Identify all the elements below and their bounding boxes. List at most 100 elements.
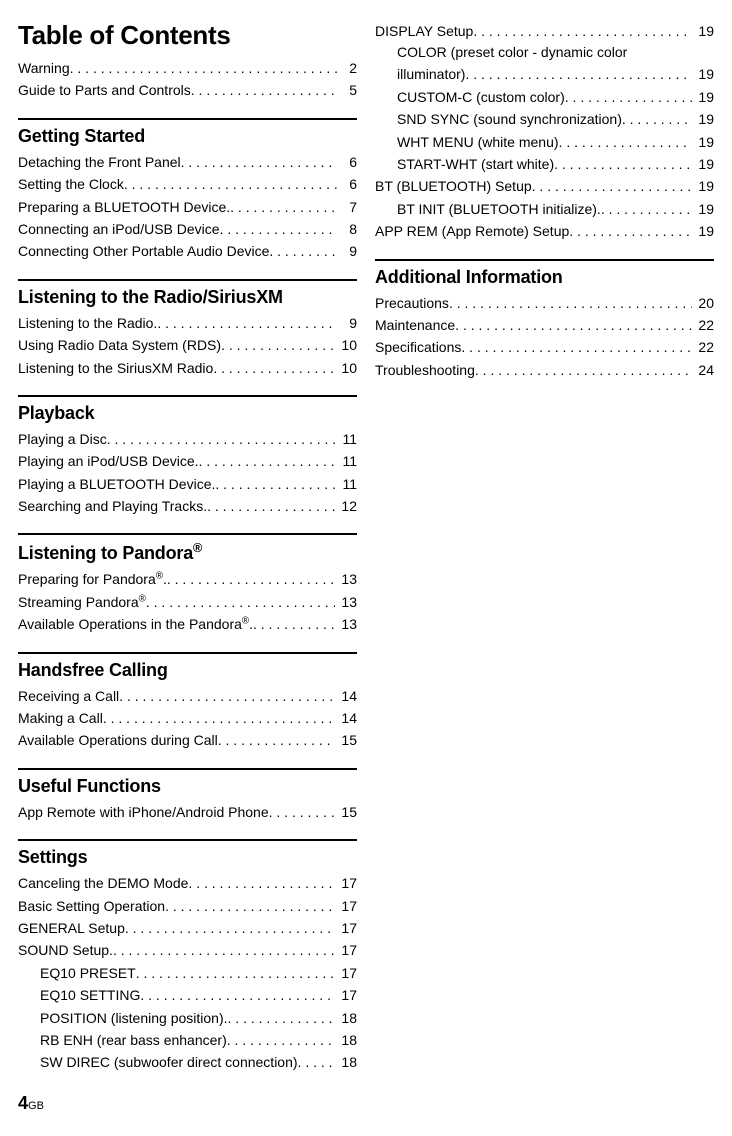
toc-page: 2 [337,57,357,79]
toc-page: 13 [335,568,357,590]
section-divider [18,279,357,281]
toc-page: 18 [335,1007,357,1029]
toc-dots [554,153,692,175]
toc-page: 17 [335,984,357,1006]
toc-entry: Making a Call14 [18,707,357,729]
toc-page: 17 [335,917,357,939]
toc-dots [298,1051,336,1073]
toc-entry-label: App Remote with iPhone/Android Phone [18,801,269,823]
toc-entry-label: RB ENH (rear bass enhancer) [40,1029,227,1051]
toc-entry: Detaching the Front Panel6 [18,151,357,173]
toc-page: 17 [335,939,357,961]
toc-dots [119,685,335,707]
toc-dots [449,292,692,314]
toc-page: 19 [692,86,714,108]
toc-entry-label: EQ10 PRESET [40,962,136,984]
intro-entries: Warning 2 Guide to Parts and Controls 5 [18,57,357,102]
toc-page: 5 [337,79,357,101]
toc-entry-label: Available Operations in the Pandora®. [18,613,253,635]
toc-page: 17 [335,872,357,894]
toc-page: 22 [692,336,714,358]
toc-entry: EQ10 PRESET 17 [18,962,357,984]
toc-page: 6 [337,151,357,173]
toc-entry-label: DISPLAY Setup [375,20,473,42]
toc-entry-label: Specifications [375,336,461,358]
toc-dots [220,218,337,240]
toc-page: 19 [692,153,714,175]
toc-entry: Connecting an iPod/USB Device8 [18,218,357,240]
toc-entry: COLOR (preset color - dynamic colorillum… [375,42,714,85]
toc-entry: BT INIT (BLUETOOTH initialize).19 [375,198,714,220]
toc-entry-label: POSITION (listening position). [40,1007,228,1029]
toc-dots [215,473,336,495]
col2-sections: Additional InformationPrecautions20Maint… [375,259,714,382]
section-heading: Handsfree Calling [18,660,357,681]
toc-entry: Receiving a Call 14 [18,685,357,707]
toc-entry: GENERAL Setup17 [18,917,357,939]
toc-entry: BT (BLUETOOTH) Setup19 [375,175,714,197]
toc-dots [191,79,337,101]
toc-dots [103,707,336,729]
toc-entry-label: Making a Call [18,707,103,729]
toc-page: 9 [337,312,357,334]
page: Table of Contents Warning 2 Guide to Parts… [0,0,732,1136]
toc-dots [565,86,693,108]
toc-entry: Basic Setting Operation17 [18,895,357,917]
column-left: Table of Contents Warning 2 Guide to Parts… [18,20,357,1074]
section-divider [18,533,357,535]
toc-entry: Maintenance22 [375,314,714,336]
section-divider [375,259,714,261]
section-divider [18,118,357,120]
toc-entry-label: Basic Setting Operation [18,895,165,917]
toc-dots [601,198,693,220]
toc-dots [532,175,693,197]
toc-entry: Streaming Pandora®13 [18,591,357,613]
toc-entry-label: START-WHT (start white) [397,153,554,175]
toc-page: 20 [692,292,714,314]
toc-page: 12 [335,495,357,517]
toc-page: 19 [692,220,714,242]
toc-dots [113,939,335,961]
toc-entry-label: Guide to Parts and Controls [18,79,191,101]
toc-page: 19 [692,131,714,153]
toc-entry: Preparing a BLUETOOTH Device.7 [18,196,357,218]
toc-entry: Listening to the Radio.9 [18,312,357,334]
toc-entry: Troubleshooting24 [375,359,714,381]
toc-page: 10 [335,334,357,356]
toc-entry: Using Radio Data System (RDS)10 [18,334,357,356]
toc-page: 15 [335,729,357,751]
toc-entry-label: SOUND Setup. [18,939,113,961]
toc-page: 14 [335,685,357,707]
toc-dots [188,872,335,894]
toc-entry: App Remote with iPhone/Android Phone15 [18,801,357,823]
toc-entry: SND SYNC (sound synchronization)19 [375,108,714,130]
toc-page: 17 [335,962,357,984]
toc-page: 19 [692,64,714,86]
toc-page: 22 [692,314,714,336]
toc-entry-label: Connecting an iPod/USB Device [18,218,220,240]
toc-entry: Setting the Clock6 [18,173,357,195]
toc-entry: POSITION (listening position). 18 [18,1007,357,1029]
toc-entry-label: Troubleshooting [375,359,475,381]
toc-dots [136,962,336,984]
toc-entry-label: Receiving a Call [18,685,119,707]
toc-entry: Preparing for Pandora®.13 [18,568,357,590]
toc-page: 11 [336,450,357,472]
section-divider [18,839,357,841]
toc-entry-label: Playing a BLUETOOTH Device. [18,473,215,495]
toc-entry-label: Available Operations during Call [18,729,218,751]
toc-entry: DISPLAY Setup19 [375,20,714,42]
section-divider [18,768,357,770]
toc-entry: Available Operations during Call 15 [18,729,357,751]
page-suffix: GB [28,1100,44,1112]
toc-entry-label: WHT MENU (white menu) [397,131,559,153]
toc-dots [473,20,692,42]
toc-entry: WHT MENU (white menu) 19 [375,131,714,153]
toc-dots [165,895,335,917]
toc-entry-label: COLOR (preset color - dynamic color [375,42,714,64]
toc-title: Table of Contents [18,20,357,51]
toc-entry-label: Preparing a BLUETOOTH Device. [18,196,230,218]
toc-dots [107,428,337,450]
section-heading: Settings [18,847,357,868]
toc-entry-label: Warning [18,57,70,79]
